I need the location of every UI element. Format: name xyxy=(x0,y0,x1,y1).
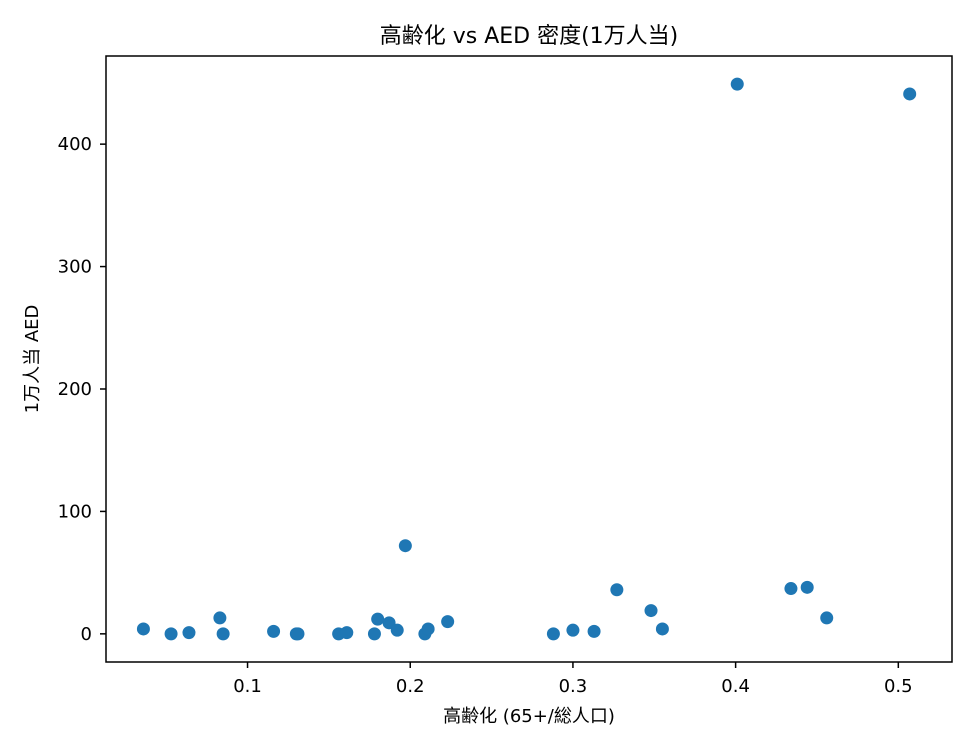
scatter-point xyxy=(136,622,150,636)
y-tick-label: 0 xyxy=(81,624,92,645)
x-tick-label: 0.1 xyxy=(233,676,262,697)
scatter-point xyxy=(610,583,624,597)
y-tick-label: 200 xyxy=(58,379,92,400)
scatter-point xyxy=(644,604,658,618)
scatter-point xyxy=(730,77,744,91)
scatter-point xyxy=(587,624,601,638)
scatter-point xyxy=(164,627,178,641)
scatter-point xyxy=(800,580,814,594)
x-axis-label: 高齢化 (65+/総人口) xyxy=(443,706,615,727)
scatter-point xyxy=(291,627,305,641)
scatter-point xyxy=(566,623,580,637)
scatter-point xyxy=(421,622,435,636)
scatter-point xyxy=(441,615,455,629)
plot-frame xyxy=(105,55,953,663)
scatter-point xyxy=(267,624,281,638)
y-tick-label: 300 xyxy=(58,257,92,278)
scatter-point xyxy=(367,627,381,641)
y-tick-label: 400 xyxy=(58,134,92,155)
plot-layer: 0.1 0.2 0.3 0.4 0.5 0 100 200 300 400 xyxy=(58,55,953,697)
scatter-point xyxy=(182,626,196,640)
chart-title: 高齢化 vs AED 密度(1万人当) xyxy=(380,24,679,49)
y-tick-label: 100 xyxy=(58,501,92,522)
scatter-point xyxy=(213,611,227,625)
scatter-point xyxy=(784,582,798,596)
scatter-point xyxy=(216,627,230,641)
scatter-point xyxy=(546,627,560,641)
x-tick-label: 0.4 xyxy=(721,676,750,697)
x-tick-label: 0.2 xyxy=(396,676,425,697)
scatter-point xyxy=(340,626,354,640)
y-axis-label: 1万人当 AED xyxy=(22,305,43,414)
scatter-point xyxy=(655,622,669,636)
scatter-point xyxy=(820,611,834,625)
scatter-point xyxy=(390,623,404,637)
x-tick-label: 0.5 xyxy=(884,676,913,697)
scatter-point xyxy=(398,539,412,553)
scatter-point xyxy=(903,87,917,101)
scatter-point xyxy=(371,612,385,626)
x-tick-label: 0.3 xyxy=(559,676,588,697)
